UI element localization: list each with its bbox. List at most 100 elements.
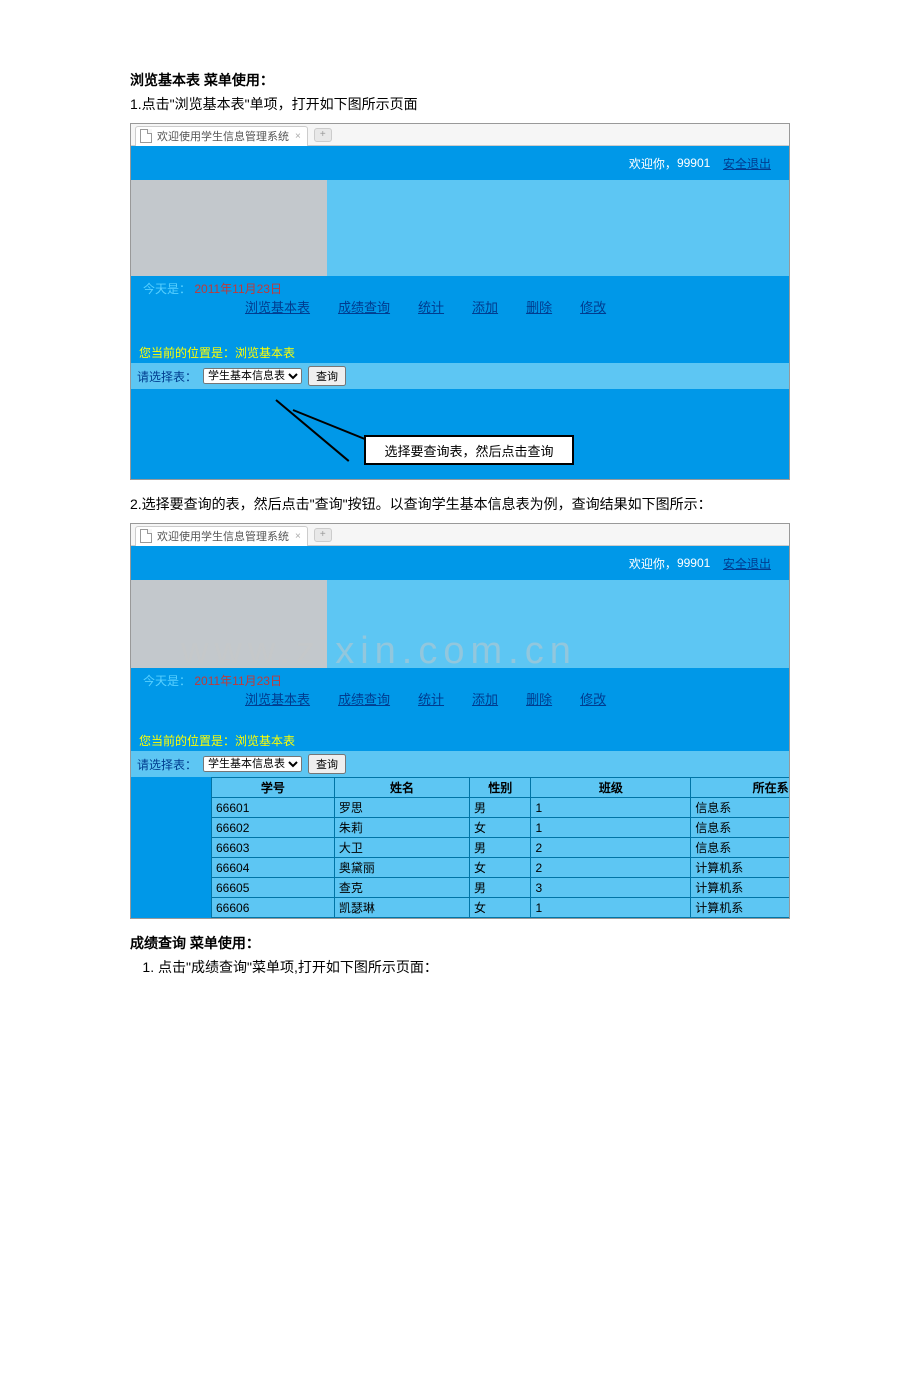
- search-zone: 您当前的位置是：浏览基本表 请选择表： 学生基本信息表 查询 选择要查询表，然后…: [131, 340, 789, 479]
- date-line: 今天是： 2011年11月23日: [131, 668, 789, 689]
- table-header: 所在系: [691, 778, 790, 798]
- table-cell: 66606: [212, 898, 335, 918]
- nav-link[interactable]: 成绩查询: [338, 300, 390, 315]
- breadcrumb-current: 浏览基本表: [235, 346, 295, 360]
- table-cell: 2: [531, 838, 691, 858]
- nav-link[interactable]: 添加: [472, 692, 498, 707]
- header-gray-box: [131, 580, 327, 668]
- table-select[interactable]: 学生基本信息表: [203, 756, 302, 772]
- today-date: 2011年11月23日: [194, 674, 282, 688]
- logout-link[interactable]: 安全退出: [723, 155, 771, 172]
- table-cell: 1: [531, 818, 691, 838]
- table-cell: 66604: [212, 858, 335, 878]
- nav-link[interactable]: 统计: [418, 692, 444, 707]
- doc-icon: [140, 529, 152, 543]
- nav-bar: 浏览基本表 成绩查询 统计 添加 删除 修改: [131, 689, 789, 714]
- table-cell: 奥黛丽: [334, 858, 469, 878]
- callout-wrap: 选择要查询表，然后点击查询: [131, 389, 789, 479]
- header-gray-box: [131, 180, 327, 276]
- breadcrumb-current: 浏览基本表: [235, 734, 295, 748]
- screenshot-1: 欢迎使用学生信息管理系统 × + 欢迎你， 99901 安全退出 今天是： 20…: [130, 123, 790, 480]
- header-zone: [131, 180, 789, 276]
- table-cell: 查克: [334, 878, 469, 898]
- table-cell: 1: [531, 798, 691, 818]
- query-button[interactable]: 查询: [308, 366, 346, 386]
- table-header: 姓名: [334, 778, 469, 798]
- breadcrumb: 您当前的位置是：浏览基本表: [131, 728, 789, 751]
- table-cell: 男: [470, 838, 531, 858]
- query-row: 请选择表： 学生基本信息表 查询: [131, 363, 789, 389]
- table-row: 66604奥黛丽女2计算机系: [212, 858, 791, 878]
- new-tab-button[interactable]: +: [314, 128, 332, 142]
- table-cell: 计算机系: [691, 858, 790, 878]
- query-button[interactable]: 查询: [308, 754, 346, 774]
- section1-title: 浏览基本表 菜单使用：: [130, 70, 790, 90]
- nav-link[interactable]: 修改: [580, 300, 606, 315]
- browser-tab[interactable]: 欢迎使用学生信息管理系统 ×: [135, 526, 308, 546]
- nav-link[interactable]: 浏览基本表: [245, 692, 310, 707]
- table-cell: 女: [470, 858, 531, 878]
- user-id: 99901: [677, 156, 710, 170]
- nav-link[interactable]: 删除: [526, 692, 552, 707]
- table-header: 学号: [212, 778, 335, 798]
- browser-tab[interactable]: 欢迎使用学生信息管理系统 ×: [135, 126, 308, 146]
- nav-link[interactable]: 添加: [472, 300, 498, 315]
- table-row: 66606凯瑟琳女1计算机系: [212, 898, 791, 918]
- section3-list: 点击"成绩查询"菜单项,打开如下图所示页面：: [130, 957, 790, 978]
- search-zone: 您当前的位置是：浏览基本表 请选择表： 学生基本信息表 查询 学号姓名性别班级所…: [131, 728, 789, 918]
- nav-link[interactable]: 删除: [526, 300, 552, 315]
- close-icon[interactable]: ×: [295, 131, 301, 142]
- table-cell: 罗思: [334, 798, 469, 818]
- table-select[interactable]: 学生基本信息表: [203, 368, 302, 384]
- nav-link[interactable]: 成绩查询: [338, 692, 390, 707]
- results-table-wrap: 学号姓名性别班级所在系 66601罗思男1信息系66602朱莉女1信息系6660…: [131, 777, 789, 918]
- today-prefix: 今天是：: [143, 282, 191, 296]
- table-cell: 66601: [212, 798, 335, 818]
- table-row: 66601罗思男1信息系: [212, 798, 791, 818]
- table-cell: 信息系: [691, 818, 790, 838]
- select-label: 请选择表：: [137, 756, 197, 773]
- select-label: 请选择表：: [137, 368, 197, 385]
- callout-box: 选择要查询表，然后点击查询: [364, 435, 574, 465]
- welcome-text: 欢迎你，: [629, 555, 677, 572]
- table-cell: 朱莉: [334, 818, 469, 838]
- nav-bar: 浏览基本表 成绩查询 统计 添加 删除 修改: [131, 297, 789, 322]
- today-date: 2011年11月23日: [194, 282, 282, 296]
- table-cell: 凯瑟琳: [334, 898, 469, 918]
- table-row: 66603大卫男2信息系: [212, 838, 791, 858]
- table-cell: 3: [531, 878, 691, 898]
- welcome-bar: 欢迎你， 99901 安全退出: [131, 146, 789, 180]
- results-table: 学号姓名性别班级所在系 66601罗思男1信息系66602朱莉女1信息系6660…: [211, 777, 790, 918]
- tab-title: 欢迎使用学生信息管理系统: [157, 528, 289, 544]
- browser-tab-bar: 欢迎使用学生信息管理系统 × +: [131, 524, 789, 546]
- welcome-bar: 欢迎你， 99901 安全退出: [131, 546, 789, 580]
- table-cell: 信息系: [691, 798, 790, 818]
- date-line: 今天是： 2011年11月23日: [131, 276, 789, 297]
- today-prefix: 今天是：: [143, 674, 191, 688]
- table-cell: 大卫: [334, 838, 469, 858]
- browser-tab-bar: 欢迎使用学生信息管理系统 × +: [131, 124, 789, 146]
- nav-link[interactable]: 修改: [580, 692, 606, 707]
- table-cell: 1: [531, 898, 691, 918]
- nav-link[interactable]: 浏览基本表: [245, 300, 310, 315]
- table-cell: 男: [470, 878, 531, 898]
- tab-title: 欢迎使用学生信息管理系统: [157, 128, 289, 144]
- logout-link[interactable]: 安全退出: [723, 555, 771, 572]
- section2-text: 2.选择要查询的表，然后点击"查询"按钮。以查询学生基本信息表为例，查询结果如下…: [130, 494, 790, 515]
- section3-text: 点击"成绩查询"菜单项,打开如下图所示页面：: [158, 957, 790, 978]
- section3-title: 成绩查询 菜单使用：: [130, 933, 790, 953]
- table-header: 班级: [531, 778, 691, 798]
- table-row: 66605查克男3计算机系: [212, 878, 791, 898]
- table-cell: 66603: [212, 838, 335, 858]
- nav-link[interactable]: 统计: [418, 300, 444, 315]
- table-cell: 女: [470, 898, 531, 918]
- table-cell: 信息系: [691, 838, 790, 858]
- new-tab-button[interactable]: +: [314, 528, 332, 542]
- breadcrumb-prefix: 您当前的位置是：: [139, 734, 235, 748]
- user-id: 99901: [677, 556, 710, 570]
- table-cell: 计算机系: [691, 898, 790, 918]
- screenshot-2: 欢迎使用学生信息管理系统 × + 欢迎你， 99901 安全退出 www.zix…: [130, 523, 790, 919]
- breadcrumb-prefix: 您当前的位置是：: [139, 346, 235, 360]
- close-icon[interactable]: ×: [295, 531, 301, 542]
- table-cell: 66605: [212, 878, 335, 898]
